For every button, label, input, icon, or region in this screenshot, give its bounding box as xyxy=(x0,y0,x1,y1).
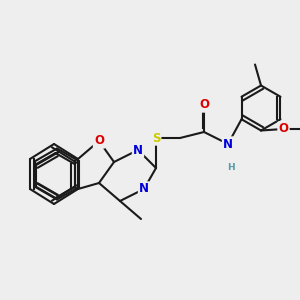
Text: O: O xyxy=(94,134,104,148)
Text: H: H xyxy=(227,164,235,172)
Text: O: O xyxy=(199,98,209,112)
Text: N: N xyxy=(139,182,149,196)
Text: S: S xyxy=(152,131,160,145)
Text: O: O xyxy=(278,122,289,136)
Text: N: N xyxy=(223,137,233,151)
Text: N: N xyxy=(133,143,143,157)
